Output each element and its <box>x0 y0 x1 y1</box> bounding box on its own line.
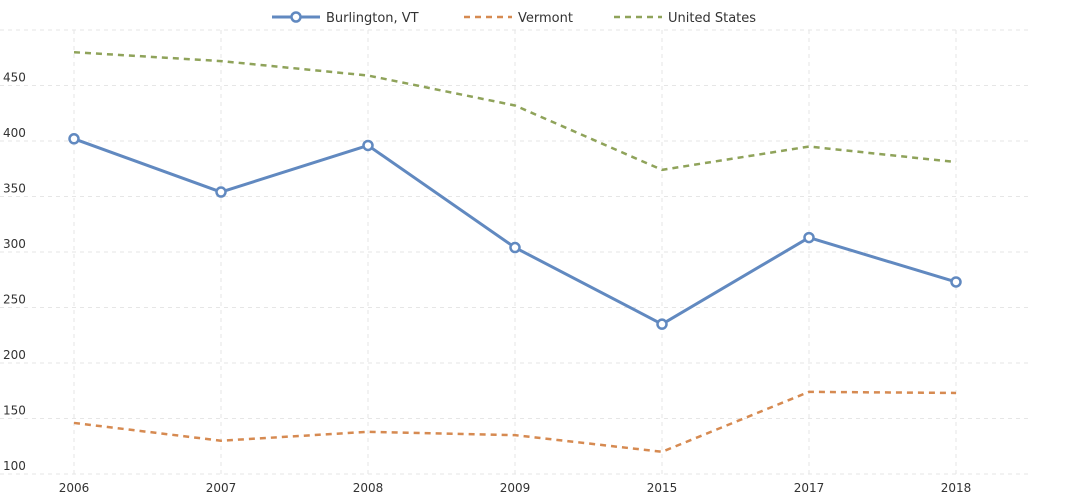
data-point[interactable] <box>509 241 521 254</box>
y-tick-label: 300 <box>3 237 26 251</box>
legend-label: Vermont <box>518 11 573 26</box>
x-tick-label: 2007 <box>206 481 237 495</box>
x-tick-label: 2009 <box>500 481 531 495</box>
x-axis-tick-labels: 2006 2007 2008 2009 2015 2017 2018 <box>59 481 972 495</box>
data-point[interactable] <box>803 231 815 244</box>
legend-label: Burlington, VT <box>326 11 419 26</box>
legend-item[interactable]: United States <box>614 11 756 26</box>
legend-item[interactable]: Burlington, VT <box>272 11 419 26</box>
y-tick-label: 100 <box>3 459 26 473</box>
data-point[interactable] <box>68 133 80 145</box>
y-tick-label: 150 <box>3 404 26 418</box>
data-point[interactable] <box>950 276 962 288</box>
x-tick-label: 2008 <box>353 481 384 495</box>
x-tick-label: 2015 <box>647 481 678 495</box>
data-point[interactable] <box>362 139 374 152</box>
legend-marker <box>290 11 302 23</box>
y-axis-tick-labels: 100 150 200 250 300 350 400 450 <box>3 71 26 474</box>
x-tick-label: 2006 <box>59 481 90 495</box>
legend: Burlington, VT Vermont United States <box>272 11 756 26</box>
legend-label: United States <box>668 11 756 26</box>
series-line-united-states <box>73 50 957 172</box>
y-tick-label: 250 <box>3 293 26 307</box>
legend-item[interactable]: Vermont <box>464 11 573 26</box>
y-tick-label: 350 <box>3 182 26 196</box>
y-tick-label: 400 <box>3 126 26 140</box>
y-tick-label: 200 <box>3 348 26 362</box>
y-tick-label: 450 <box>3 71 26 85</box>
x-tick-label: 2017 <box>794 481 825 495</box>
series-lines <box>68 50 962 454</box>
series-line-vermont <box>73 390 957 454</box>
data-point[interactable] <box>656 318 668 330</box>
x-tick-label: 2018 <box>941 481 972 495</box>
data-point[interactable] <box>215 186 227 198</box>
